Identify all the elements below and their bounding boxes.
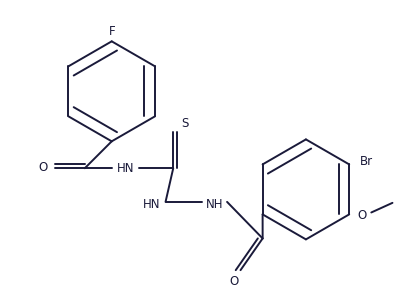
Text: S: S bbox=[181, 117, 188, 130]
Text: Br: Br bbox=[360, 155, 373, 168]
Text: O: O bbox=[229, 275, 238, 287]
Text: F: F bbox=[109, 25, 115, 38]
Text: NH: NH bbox=[206, 198, 223, 211]
Text: HN: HN bbox=[143, 198, 161, 211]
Text: HN: HN bbox=[116, 162, 134, 175]
Text: O: O bbox=[38, 161, 47, 174]
Text: O: O bbox=[358, 210, 367, 222]
